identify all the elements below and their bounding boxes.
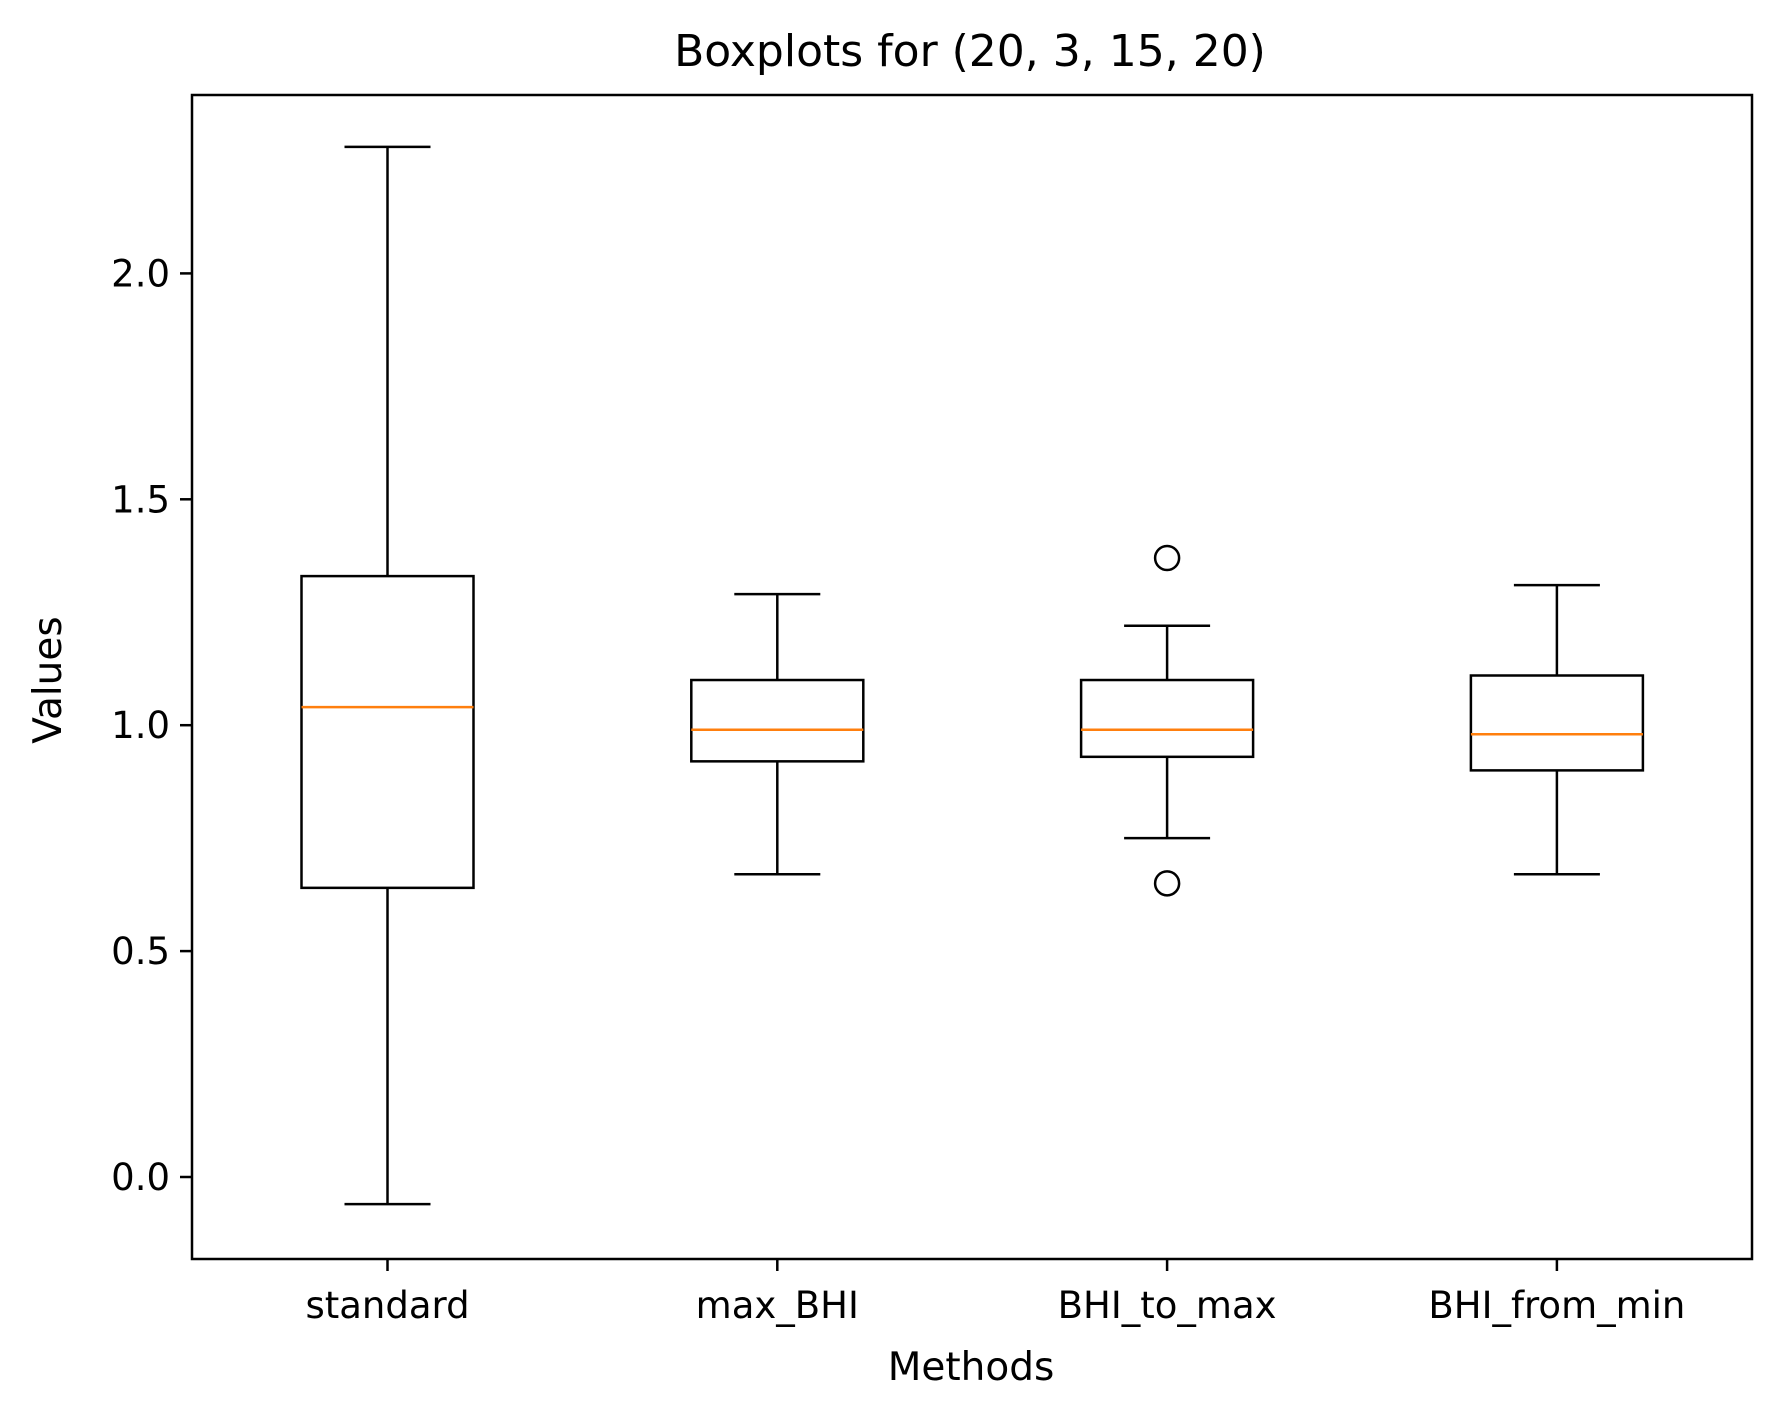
box-standard <box>300 145 475 1206</box>
x-tick-label: max_BHI <box>696 1284 859 1327</box>
x-tick-label: standard <box>305 1284 469 1327</box>
iqr-box <box>690 678 865 763</box>
y-tick-label: 2.0 <box>111 252 170 295</box>
outlier-point <box>1153 544 1181 572</box>
iqr-box <box>1079 678 1255 759</box>
x-axis: standard max_BHI BHI_to_max BHI_from_min <box>305 1259 1685 1327</box>
y-tick-label: 1.5 <box>111 478 170 521</box>
x-axis-label: Methods <box>888 1345 1055 1390</box>
y-tick-label: 1.0 <box>111 704 170 747</box>
y-tick-label: 0.5 <box>111 930 170 973</box>
boxes-group <box>300 145 1645 1206</box>
y-axis-label: Values <box>26 616 71 743</box>
x-tick-label: BHI_to_max <box>1058 1284 1277 1327</box>
box-BHI_to_max <box>1079 544 1255 897</box>
outlier-point <box>1153 870 1181 897</box>
y-tick-label: 0.0 <box>111 1156 170 1199</box>
chart-title: Boxplots for (20, 3, 15, 20) <box>674 26 1266 77</box>
box-BHI_from_min <box>1469 583 1645 876</box>
iqr-box <box>1469 674 1645 772</box>
y-axis: 0.0 0.5 1.0 1.5 2.0 <box>111 252 192 1199</box>
box-max_BHI <box>690 592 865 876</box>
plot-frame <box>190 93 1754 1261</box>
x-tick-label: BHI_from_min <box>1428 1284 1685 1327</box>
iqr-box <box>300 574 475 890</box>
